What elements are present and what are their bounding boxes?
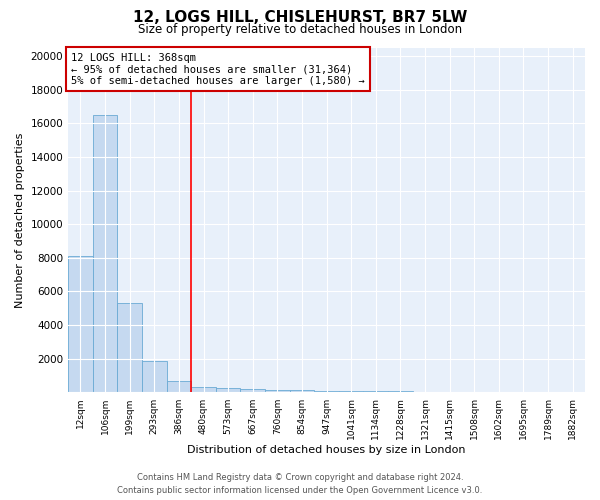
X-axis label: Distribution of detached houses by size in London: Distribution of detached houses by size … [187,445,466,455]
Text: 12 LOGS HILL: 368sqm
← 95% of detached houses are smaller (31,364)
5% of semi-de: 12 LOGS HILL: 368sqm ← 95% of detached h… [71,52,365,86]
Bar [93,115,118,392]
Bar [339,391,364,392]
Text: Size of property relative to detached houses in London: Size of property relative to detached ho… [138,22,462,36]
Bar [265,390,290,392]
Y-axis label: Number of detached properties: Number of detached properties [15,132,25,308]
Bar [142,362,167,392]
Bar [290,390,314,392]
Bar [216,388,241,392]
Bar [191,387,216,392]
Text: 12, LOGS HILL, CHISLEHURST, BR7 5LW: 12, LOGS HILL, CHISLEHURST, BR7 5LW [133,10,467,25]
Bar [118,304,142,392]
Bar [241,389,265,392]
Bar [167,380,191,392]
Text: Contains HM Land Registry data © Crown copyright and database right 2024.
Contai: Contains HM Land Registry data © Crown c… [118,473,482,495]
Bar [68,256,93,392]
Bar [314,390,339,392]
